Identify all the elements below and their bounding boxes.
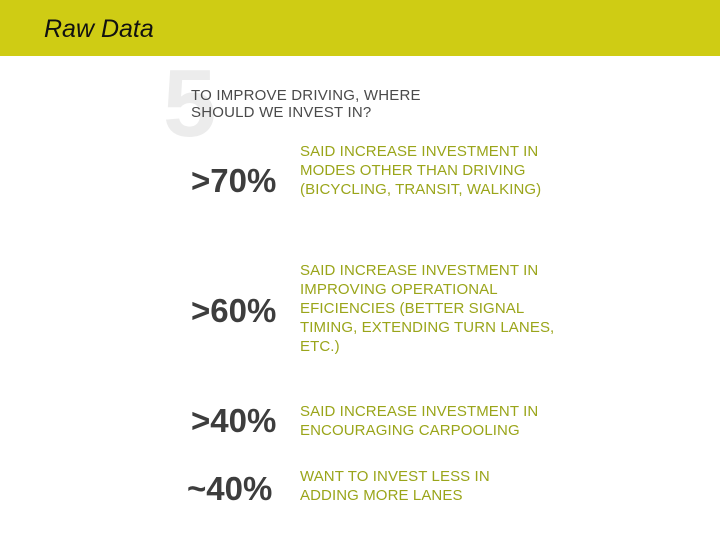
header-bar [0,0,720,56]
stat-description-1: SAID INCREASE INVESTMENT IN MODES OTHER … [300,143,542,198]
stat-value-2: >60% [191,292,277,329]
stat-value-3: >40% [191,402,277,439]
stat-description-2: SAID INCREASE INVESTMENT IN IMPROVING OP… [300,262,555,355]
stat-description-3: SAID INCREASE INVESTMENT IN ENCOURAGING … [300,403,539,439]
stat-value-1: >70% [191,162,277,199]
slide-title: Raw Data [44,15,154,43]
stat-value-4: ~40% [187,470,273,507]
stat-description-4: WANT TO INVEST LESS IN ADDING MORE LANES [300,468,490,504]
question-text: TO IMPROVE DRIVING, WHERE SHOULD WE INVE… [191,87,421,121]
question-number: 5 [163,50,217,157]
